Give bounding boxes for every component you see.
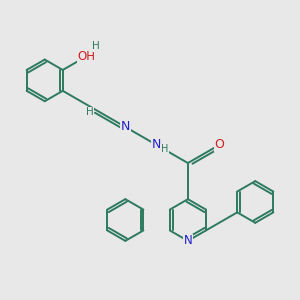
Text: H: H [161, 144, 168, 154]
Text: N: N [121, 120, 130, 134]
Text: O: O [214, 139, 224, 152]
Text: N: N [184, 234, 192, 248]
Text: OH: OH [77, 50, 95, 63]
Text: H: H [92, 41, 100, 51]
Text: N: N [152, 139, 161, 152]
Text: H: H [86, 107, 94, 117]
